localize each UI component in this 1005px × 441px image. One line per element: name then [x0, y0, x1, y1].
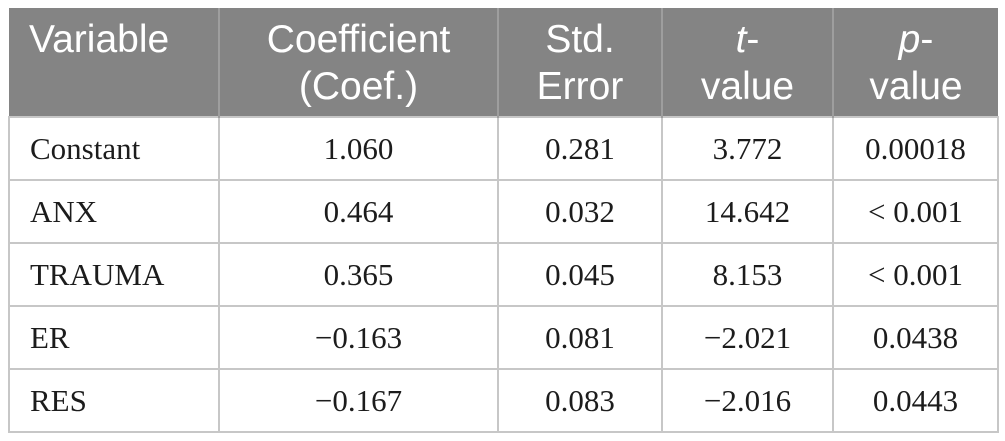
cell-t-value: −2.021: [661, 305, 834, 370]
header-p-hyphen: -: [920, 18, 934, 61]
header-coefficient-line1: Coefficient: [266, 18, 451, 61]
header-coefficient: Coefficient (Coef.): [218, 8, 498, 117]
cell-variable: RES: [8, 368, 220, 433]
cell-t-value: 8.153: [661, 242, 834, 307]
cell-p-value: 0.0443: [832, 368, 999, 433]
header-coefficient-line2: (Coef.): [298, 65, 419, 108]
header-std-error: Std. Error: [497, 8, 662, 117]
cell-variable: ER: [8, 305, 220, 370]
cell-coefficient: 0.464: [218, 179, 499, 244]
header-t-value: t- value: [661, 8, 833, 117]
cell-std-error: 0.081: [497, 305, 663, 370]
header-p-value: p- value: [832, 8, 998, 117]
header-p-symbol: p: [898, 18, 921, 61]
header-t-symbol: t: [735, 18, 747, 61]
header-std-error-line1: Std.: [545, 18, 615, 61]
row-res: RES −0.167 0.083 −2.016 0.0443: [8, 368, 999, 433]
cell-p-value: < 0.001: [832, 242, 999, 307]
header-row: Variable Coefficient (Coef.) Std. Error …: [9, 8, 998, 117]
header-std-error-line2: Error: [536, 65, 624, 108]
regression-table: Variable Coefficient (Coef.) Std. Error …: [8, 8, 999, 433]
cell-p-value: 0.0438: [832, 305, 999, 370]
row-trauma: TRAUMA 0.365 0.045 8.153 < 0.001: [8, 242, 999, 307]
header-variable-label: Variable: [29, 18, 170, 61]
cell-variable: TRAUMA: [8, 242, 220, 307]
row-constant: Constant 1.060 0.281 3.772 0.00018: [8, 116, 999, 181]
cell-variable: Constant: [8, 116, 220, 181]
cell-p-value: 0.00018: [832, 116, 999, 181]
regression-table-figure: Variable Coefficient (Coef.) Std. Error …: [8, 8, 999, 433]
cell-t-value: 3.772: [661, 116, 834, 181]
header-t-value-line2: value: [700, 65, 795, 108]
cell-std-error: 0.032: [497, 179, 663, 244]
cell-coefficient: 1.060: [218, 116, 499, 181]
cell-p-value: < 0.001: [832, 179, 999, 244]
cell-coefficient: 0.365: [218, 242, 499, 307]
header-p-value-line2: value: [869, 65, 963, 108]
cell-std-error: 0.281: [497, 116, 663, 181]
header-t-hyphen: -: [746, 18, 760, 61]
cell-coefficient: −0.167: [218, 368, 499, 433]
cell-coefficient: −0.163: [218, 305, 499, 370]
cell-t-value: 14.642: [661, 179, 834, 244]
table-header: Variable Coefficient (Coef.) Std. Error …: [9, 8, 998, 117]
table-body: Constant 1.060 0.281 3.772 0.00018 ANX 0…: [8, 116, 999, 433]
header-variable: Variable: [9, 8, 219, 117]
row-er: ER −0.163 0.081 −2.021 0.0438: [8, 305, 999, 370]
cell-variable: ANX: [8, 179, 220, 244]
cell-std-error: 0.045: [497, 242, 663, 307]
cell-std-error: 0.083: [497, 368, 663, 433]
row-anx: ANX 0.464 0.032 14.642 < 0.001: [8, 179, 999, 244]
cell-t-value: −2.016: [661, 368, 834, 433]
